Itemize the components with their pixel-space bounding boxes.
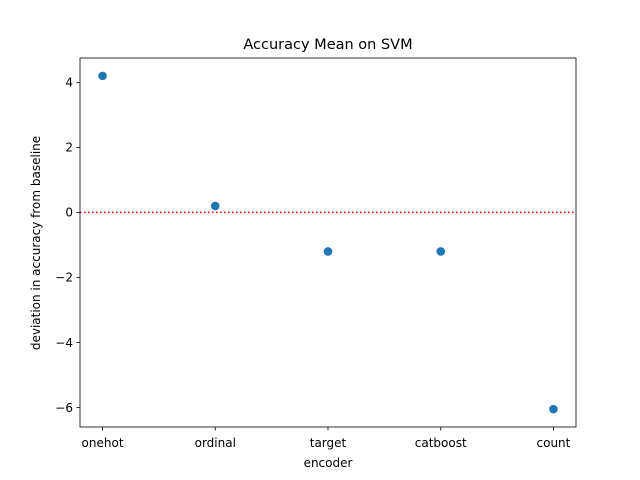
y-axis-label: deviation in accuracy from baseline [29,136,43,350]
y-tick-label: 4 [65,76,73,90]
data-point-catboost [436,247,446,256]
y-tick-label: −4 [55,336,73,350]
data-point-target [323,247,333,256]
x-axis-label: encoder [304,456,353,470]
x-tick-label-ordinal: ordinal [195,436,236,450]
y-tick-label: −2 [55,271,73,285]
data-point-onehot [98,71,107,81]
x-tick-label-onehot: onehot [82,436,124,450]
x-tick-label-catboost: catboost [415,436,467,450]
x-tick-label-count: count [537,436,571,450]
data-point-ordinal [210,201,220,211]
plot-area: 4 2 0 −2 −4 −6 onehot ordinal target catboost coun… [55,57,577,450]
x-tick-label-target: target [310,436,347,450]
data-point-count [549,404,558,414]
y-tick-label: 0 [65,206,73,220]
plot-frame [79,57,577,428]
y-tick-label: −6 [55,401,73,415]
chart-title: Accuracy Mean on SVM [243,37,412,53]
y-tick-label: 2 [65,141,73,155]
